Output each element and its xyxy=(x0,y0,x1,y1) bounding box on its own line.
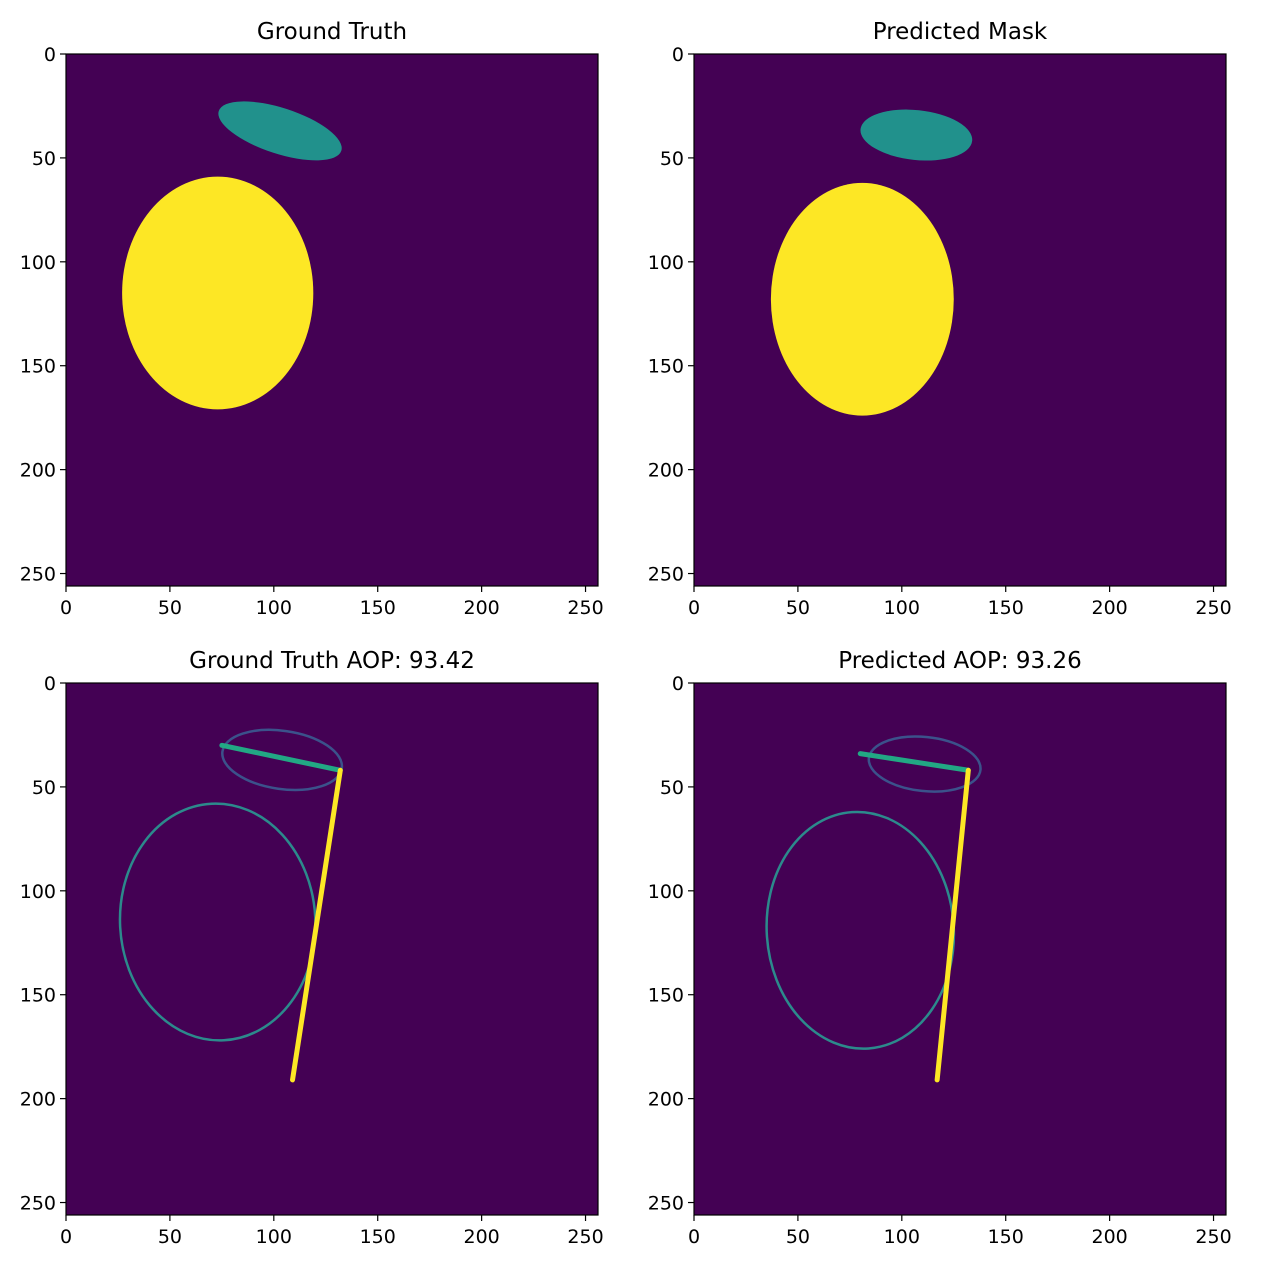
y-tick-label: 50 xyxy=(32,148,56,170)
x-tick-label: 100 xyxy=(256,1226,292,1248)
region-class-1 xyxy=(860,109,973,161)
y-tick-label: 200 xyxy=(648,460,684,482)
image-content xyxy=(118,728,344,1083)
panel-4: 0 50 100 150 200 250050100150200250Predicted … xyxy=(648,648,1232,1248)
x-tick-label: 200 xyxy=(463,597,499,619)
x-tick-label: 200 xyxy=(463,1226,499,1248)
y-tick-label: 100 xyxy=(648,252,684,274)
y-tick-label: 50 xyxy=(660,777,684,799)
region-class-2 xyxy=(122,176,314,410)
x-tick-label: 250 xyxy=(567,1226,603,1248)
y-tick-label: 150 xyxy=(20,356,56,378)
short-axis-line xyxy=(857,751,971,773)
panel-title: Ground Truth xyxy=(257,19,407,45)
x-tick-label: 250 xyxy=(1195,597,1231,619)
small-ellipse-outline xyxy=(867,735,982,793)
x-tick-label: 50 xyxy=(786,597,810,619)
y-tick-label: 100 xyxy=(20,881,56,903)
x-tick-label: 250 xyxy=(567,597,603,619)
y-tick-label: 200 xyxy=(20,460,56,482)
x-tick-label: 150 xyxy=(988,597,1024,619)
x-tick-label: 50 xyxy=(786,1226,810,1248)
y-tick-label: 50 xyxy=(660,148,684,170)
axes-frame xyxy=(693,682,1227,1216)
x-tick-label: 200 xyxy=(1091,597,1127,619)
panel-title: Predicted AOP: 93.26 xyxy=(838,648,1082,674)
y-tick-label: 150 xyxy=(648,985,684,1007)
y-tick-label: 50 xyxy=(32,777,56,799)
y-tick-label: 100 xyxy=(648,881,684,903)
axes-frame xyxy=(65,682,599,1216)
y-tick-label: 100 xyxy=(20,252,56,274)
x-tick-label: 100 xyxy=(884,1226,920,1248)
image-content xyxy=(770,109,973,416)
x-tick-label: 250 xyxy=(1195,1226,1231,1248)
y-tick-label: 150 xyxy=(20,985,56,1007)
x-tick-label: 150 xyxy=(360,597,396,619)
y-tick-label: 200 xyxy=(20,1089,56,1111)
y-tick-label: 250 xyxy=(648,564,684,586)
image-background xyxy=(694,683,1226,1215)
x-tick-label: 150 xyxy=(360,1226,396,1248)
x-tick-label: 150 xyxy=(988,1226,1024,1248)
region-class-1 xyxy=(218,101,342,161)
y-tick-label: 150 xyxy=(648,356,684,378)
panel-title: Ground Truth AOP: 93.42 xyxy=(189,648,475,674)
short-axis-line xyxy=(219,742,343,773)
y-tick-label: 0 xyxy=(44,44,56,66)
y-tick-label: 0 xyxy=(44,673,56,695)
x-tick-label: 0 xyxy=(688,597,700,619)
x-tick-label: 100 xyxy=(884,597,920,619)
y-tick-label: 0 xyxy=(672,673,684,695)
x-tick-label: 0 xyxy=(60,1226,72,1248)
x-tick-label: 100 xyxy=(256,597,292,619)
y-tick-label: 200 xyxy=(648,1089,684,1111)
x-tick-label: 0 xyxy=(60,597,72,619)
image-content xyxy=(122,101,342,410)
y-tick-label: 250 xyxy=(648,1193,684,1215)
panel-2: 0 50 100 150 200 250050100150200250Predicted … xyxy=(648,19,1232,619)
axes-frame xyxy=(65,53,599,587)
x-tick-label: 200 xyxy=(1091,1226,1127,1248)
panel-title: Predicted Mask xyxy=(873,19,1048,45)
x-tick-label: 0 xyxy=(688,1226,700,1248)
long-axis-line xyxy=(290,767,343,1083)
image-background xyxy=(66,683,598,1215)
y-tick-label: 250 xyxy=(20,1193,56,1215)
y-tick-label: 250 xyxy=(20,564,56,586)
x-tick-label: 50 xyxy=(158,1226,182,1248)
x-tick-label: 50 xyxy=(158,597,182,619)
long-axis-line xyxy=(934,767,971,1083)
region-class-2 xyxy=(770,182,954,416)
image-content xyxy=(765,735,982,1083)
y-tick-label: 0 xyxy=(672,44,684,66)
axes-frame xyxy=(693,53,1227,587)
